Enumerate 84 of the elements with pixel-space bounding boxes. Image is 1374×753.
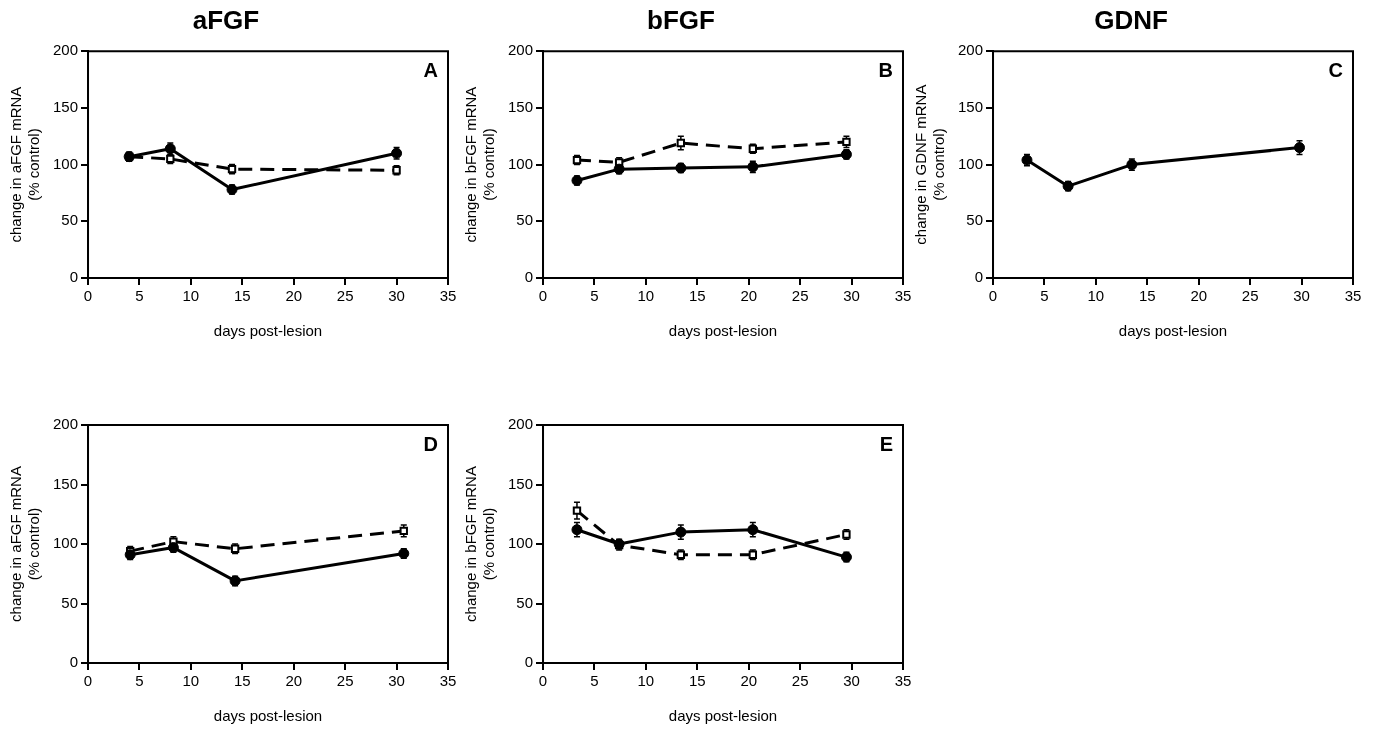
x-tick-label: 5 bbox=[135, 287, 144, 305]
x-tick-label: 20 bbox=[740, 287, 758, 305]
x-tick-label: 10 bbox=[182, 672, 200, 690]
y-tick-label: 50 bbox=[61, 211, 79, 229]
y-axis-title: change in GDNF mRNA (% control) bbox=[912, 84, 948, 245]
y-tick-label: 100 bbox=[53, 534, 79, 552]
x-tick-label: 5 bbox=[590, 672, 599, 690]
x-tick-label: 20 bbox=[740, 672, 758, 690]
x-tick-label: 0 bbox=[83, 287, 93, 305]
x-tick-label: 20 bbox=[1190, 287, 1208, 305]
y-tick-label: 150 bbox=[53, 474, 79, 492]
x-tick-label: 15 bbox=[688, 287, 706, 305]
x-tick-label: 35 bbox=[439, 672, 457, 690]
x-tick-label: 35 bbox=[439, 287, 457, 305]
x-tick-label: 5 bbox=[135, 672, 144, 690]
chart-title: GDNF bbox=[1094, 4, 1168, 35]
y-tick-label: 150 bbox=[508, 98, 534, 116]
x-tick-label: 0 bbox=[538, 672, 548, 690]
x-tick-label: 30 bbox=[388, 287, 405, 305]
x-tick-label: 25 bbox=[336, 672, 354, 690]
y-tick-label: 50 bbox=[516, 211, 534, 229]
y-tick-label: 0 bbox=[524, 268, 534, 286]
y-tick-label: 50 bbox=[61, 593, 79, 611]
x-tick-label: 10 bbox=[1087, 287, 1105, 305]
x-tick-label: 30 bbox=[843, 287, 860, 305]
x-axis-title: days post-lesion bbox=[668, 322, 778, 340]
x-tick-label: 15 bbox=[233, 287, 251, 305]
y-tick-label: 100 bbox=[508, 154, 534, 172]
point bbox=[572, 506, 582, 515]
annotation: D bbox=[423, 432, 438, 455]
x-tick-label: 0 bbox=[988, 287, 998, 305]
x-tick-label: 15 bbox=[233, 672, 251, 690]
x-tick-label: 30 bbox=[843, 672, 860, 690]
x-tick-label: 35 bbox=[894, 672, 912, 690]
y-tick-label: 100 bbox=[958, 154, 984, 172]
y-axis-title: change in aFGF mRNA (% control) bbox=[7, 466, 43, 622]
y-axis-title: change in bFGF mRNA (% control) bbox=[462, 86, 498, 243]
y-tick-label: 100 bbox=[53, 154, 79, 172]
x-axis-title: days post-lesion bbox=[213, 322, 323, 340]
x-tick-label: 25 bbox=[791, 672, 809, 690]
y-tick-label: 0 bbox=[69, 653, 79, 671]
y-tick-label: 0 bbox=[974, 268, 984, 286]
x-tick-label: 0 bbox=[538, 287, 548, 305]
y-axis-title: change in aFGF mRNA (% control) bbox=[7, 86, 43, 243]
x-tick-label: 5 bbox=[590, 287, 599, 305]
x-tick-label: 10 bbox=[182, 287, 200, 305]
annotation: C bbox=[1328, 58, 1343, 81]
y-tick-label: 150 bbox=[958, 98, 984, 116]
x-axis-title: days post-lesion bbox=[213, 707, 323, 725]
y-tick-label: 200 bbox=[508, 415, 534, 433]
x-tick-label: 15 bbox=[688, 672, 706, 690]
y-tick-label: 150 bbox=[53, 98, 79, 116]
x-tick-label: 20 bbox=[285, 287, 303, 305]
x-axis-title: days post-lesion bbox=[1118, 322, 1228, 340]
x-tick-label: 25 bbox=[336, 287, 354, 305]
x-tick-label: 20 bbox=[285, 672, 303, 690]
y-tick-label: 50 bbox=[966, 211, 984, 229]
x-tick-label: 25 bbox=[1241, 287, 1259, 305]
x-tick-label: 10 bbox=[637, 672, 655, 690]
y-tick-label: 100 bbox=[508, 534, 534, 552]
x-tick-label: 30 bbox=[388, 672, 405, 690]
x-axis-title: days post-lesion bbox=[668, 707, 778, 725]
y-axis-title: change in bFGF mRNA (% control) bbox=[462, 466, 498, 622]
chart-title: bFGF bbox=[647, 4, 715, 35]
x-tick-label: 10 bbox=[637, 287, 655, 305]
x-tick-label: 15 bbox=[1138, 287, 1156, 305]
y-tick-label: 0 bbox=[69, 268, 79, 286]
y-tick-label: 50 bbox=[516, 593, 534, 611]
y-tick-label: 150 bbox=[508, 474, 534, 492]
y-tick-label: 200 bbox=[508, 41, 534, 59]
x-tick-label: 35 bbox=[894, 287, 912, 305]
x-tick-label: 30 bbox=[1293, 287, 1310, 305]
x-tick-label: 35 bbox=[1344, 287, 1362, 305]
chart-title: aFGF bbox=[192, 4, 260, 35]
x-tick-label: 5 bbox=[1040, 287, 1049, 305]
x-tick-label: 0 bbox=[83, 672, 93, 690]
y-tick-label: 200 bbox=[53, 41, 79, 59]
annotation: B bbox=[878, 58, 893, 81]
annotation: E bbox=[879, 432, 893, 455]
annotation: A bbox=[423, 58, 438, 81]
y-tick-label: 0 bbox=[524, 653, 534, 671]
x-tick-label: 25 bbox=[791, 287, 809, 305]
y-tick-label: 200 bbox=[958, 41, 984, 59]
y-tick-label: 200 bbox=[53, 415, 79, 433]
